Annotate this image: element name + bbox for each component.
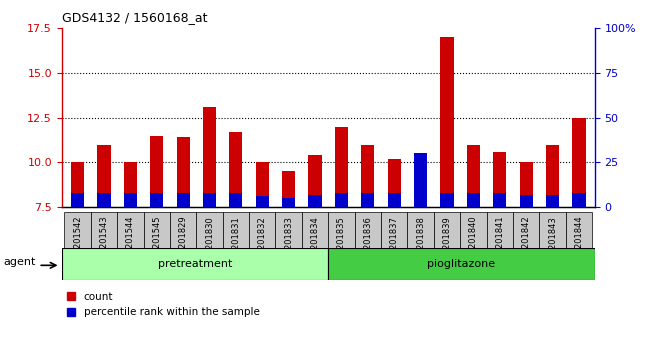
Text: GSM201542: GSM201542 — [73, 216, 82, 266]
Text: GSM201830: GSM201830 — [205, 216, 214, 267]
Legend: count, percentile rank within the sample: count, percentile rank within the sample — [67, 292, 259, 317]
Bar — [381, 212, 408, 280]
Bar — [170, 212, 196, 280]
Bar — [203, 193, 216, 207]
Bar — [328, 212, 355, 280]
Bar — [177, 137, 190, 207]
Text: GSM201839: GSM201839 — [443, 216, 452, 267]
Bar — [302, 212, 328, 280]
Bar — [150, 193, 163, 207]
Bar — [487, 212, 513, 280]
Bar — [546, 144, 559, 207]
Text: GSM201844: GSM201844 — [575, 216, 584, 267]
Text: GSM201834: GSM201834 — [311, 216, 320, 267]
Bar — [62, 248, 328, 280]
Text: GSM201543: GSM201543 — [99, 216, 109, 267]
Bar — [414, 153, 427, 207]
Bar — [71, 193, 84, 207]
Bar — [229, 132, 242, 207]
Bar — [282, 171, 295, 207]
Text: GSM201829: GSM201829 — [179, 216, 188, 267]
Bar — [335, 193, 348, 207]
Bar — [493, 193, 506, 207]
Text: GSM201545: GSM201545 — [152, 216, 161, 266]
Text: agent: agent — [3, 257, 36, 267]
Bar — [124, 162, 137, 207]
Bar — [98, 144, 111, 207]
Bar — [223, 212, 249, 280]
Bar — [361, 193, 374, 207]
Bar — [249, 212, 276, 280]
Bar — [309, 155, 322, 207]
Bar — [361, 144, 374, 207]
Bar — [387, 159, 401, 207]
Bar — [91, 212, 117, 280]
Bar — [572, 118, 586, 207]
Bar — [144, 212, 170, 280]
Text: pioglitazone: pioglitazone — [428, 259, 495, 269]
Text: pretreatment: pretreatment — [158, 259, 232, 269]
Text: GSM201832: GSM201832 — [258, 216, 266, 267]
Bar — [519, 162, 533, 207]
Text: GSM201837: GSM201837 — [390, 216, 398, 267]
Text: GSM201841: GSM201841 — [495, 216, 504, 267]
Bar — [408, 212, 434, 280]
Bar — [71, 162, 84, 207]
Bar — [309, 195, 322, 207]
Text: GDS4132 / 1560168_at: GDS4132 / 1560168_at — [62, 11, 207, 24]
Text: GSM201842: GSM201842 — [522, 216, 530, 267]
Bar — [513, 212, 540, 280]
Bar — [196, 212, 223, 280]
Bar — [328, 248, 595, 280]
Bar — [203, 107, 216, 207]
Bar — [387, 193, 401, 207]
Bar — [566, 212, 592, 280]
Bar — [355, 212, 381, 280]
Bar — [229, 193, 242, 207]
Bar — [434, 212, 460, 280]
Bar — [124, 193, 137, 207]
Text: GSM201833: GSM201833 — [284, 216, 293, 267]
Bar — [467, 193, 480, 207]
Bar — [493, 152, 506, 207]
Text: GSM201544: GSM201544 — [126, 216, 135, 266]
Text: GSM201836: GSM201836 — [363, 216, 372, 267]
Bar — [177, 193, 190, 207]
Bar — [460, 212, 487, 280]
Bar — [117, 212, 144, 280]
Bar — [150, 136, 163, 207]
Bar — [546, 195, 559, 207]
Bar — [64, 212, 91, 280]
Bar — [467, 144, 480, 207]
Bar — [572, 193, 586, 207]
Bar — [282, 198, 295, 207]
Bar — [276, 212, 302, 280]
Text: GSM201840: GSM201840 — [469, 216, 478, 267]
Bar — [335, 127, 348, 207]
Text: GSM201838: GSM201838 — [416, 216, 425, 267]
Text: GSM201835: GSM201835 — [337, 216, 346, 267]
Bar — [441, 37, 454, 207]
Bar — [255, 196, 269, 207]
Bar — [255, 162, 269, 207]
Bar — [540, 212, 566, 280]
Text: GSM201831: GSM201831 — [231, 216, 240, 267]
Bar — [98, 193, 111, 207]
Bar — [519, 195, 533, 207]
Bar — [441, 193, 454, 207]
Text: GSM201843: GSM201843 — [548, 216, 557, 267]
Bar — [414, 162, 427, 207]
